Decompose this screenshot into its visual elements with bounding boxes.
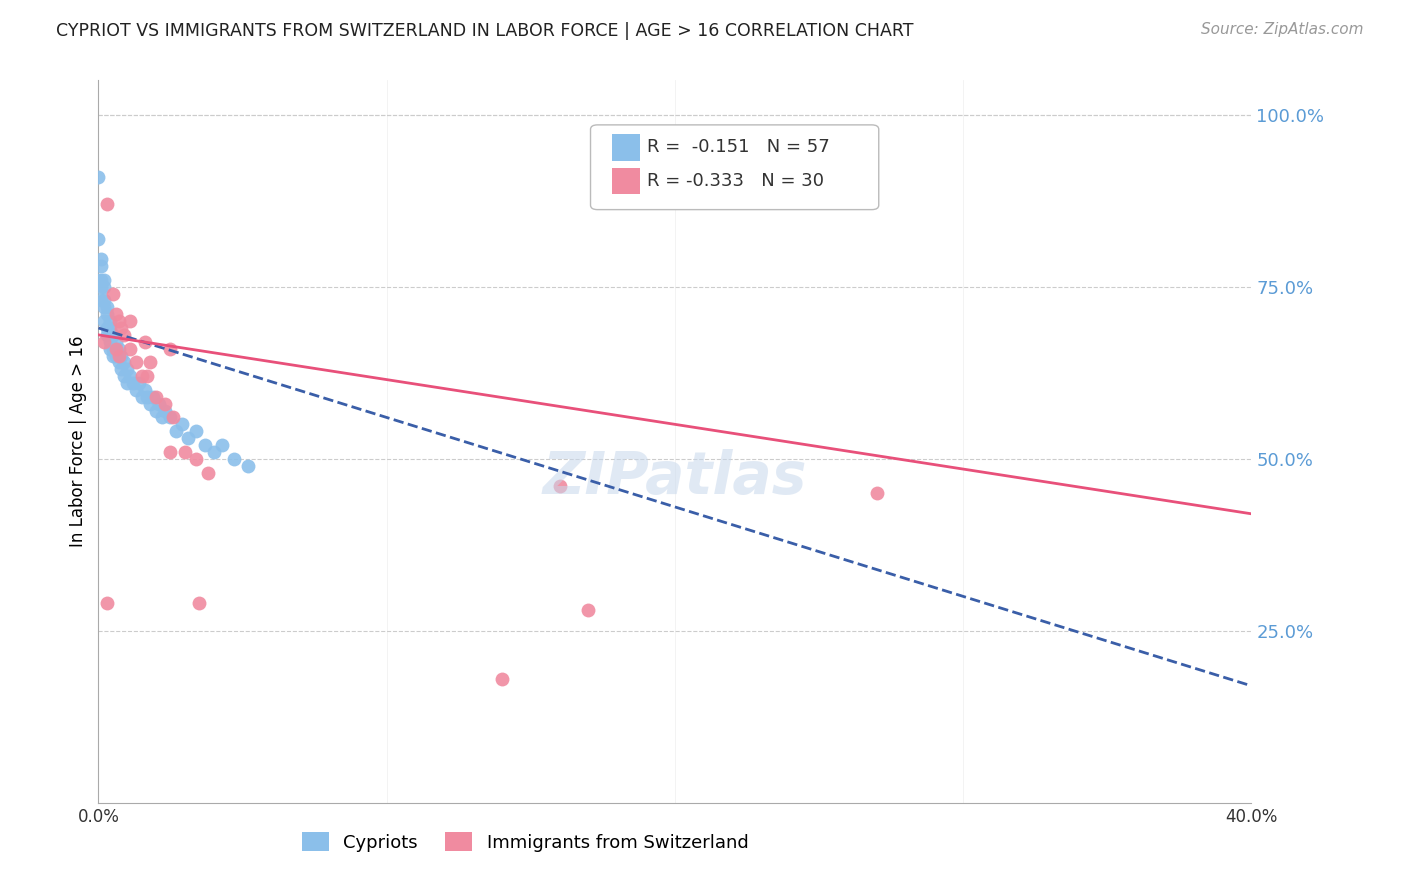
Point xyxy=(104,334,127,349)
Point xyxy=(134,383,156,397)
Point xyxy=(125,355,148,369)
Point xyxy=(107,314,129,328)
Point xyxy=(145,403,167,417)
Point xyxy=(104,307,127,321)
Point xyxy=(104,342,127,356)
Point xyxy=(162,410,184,425)
Point xyxy=(136,390,159,404)
Point xyxy=(110,362,132,376)
Point xyxy=(112,369,135,384)
Point xyxy=(104,349,127,363)
Text: ZIPatlas: ZIPatlas xyxy=(543,450,807,506)
Point xyxy=(87,231,110,245)
Point xyxy=(578,603,600,617)
Point xyxy=(112,327,135,342)
Point xyxy=(96,301,118,315)
Point xyxy=(96,596,118,610)
Point xyxy=(139,355,162,369)
Point xyxy=(110,349,132,363)
Point xyxy=(98,334,121,349)
Point xyxy=(120,369,142,384)
Point xyxy=(866,486,889,500)
Point xyxy=(101,349,124,363)
Point xyxy=(93,293,115,308)
Point xyxy=(159,342,181,356)
Point xyxy=(211,438,233,452)
Point xyxy=(238,458,260,473)
Legend: Cypriots, Immigrants from Switzerland: Cypriots, Immigrants from Switzerland xyxy=(294,825,755,859)
Point xyxy=(120,342,142,356)
Point xyxy=(93,301,115,315)
Point xyxy=(150,410,173,425)
Point xyxy=(186,424,208,438)
Point xyxy=(548,479,571,493)
Point xyxy=(170,417,193,432)
Point xyxy=(93,334,115,349)
Point xyxy=(96,197,118,211)
Point xyxy=(145,390,167,404)
Text: R = -0.333   N = 30: R = -0.333 N = 30 xyxy=(647,172,824,190)
Point xyxy=(90,279,112,293)
Point xyxy=(98,314,121,328)
Point xyxy=(159,410,181,425)
Point xyxy=(90,259,112,273)
Point xyxy=(101,342,124,356)
Point xyxy=(186,451,208,466)
Point xyxy=(159,445,181,459)
Point xyxy=(90,273,112,287)
Point xyxy=(90,252,112,267)
Point xyxy=(148,397,170,411)
Point xyxy=(139,397,162,411)
Point xyxy=(101,286,124,301)
Point xyxy=(93,314,115,328)
Point xyxy=(107,342,129,356)
Y-axis label: In Labor Force | Age > 16: In Labor Force | Age > 16 xyxy=(69,335,87,548)
Point xyxy=(117,362,139,376)
Point xyxy=(222,451,245,466)
Point xyxy=(98,321,121,335)
Point xyxy=(110,321,132,335)
Point xyxy=(197,466,219,480)
Point xyxy=(117,376,139,390)
Point xyxy=(107,349,129,363)
Point xyxy=(101,327,124,342)
Point xyxy=(96,321,118,335)
Point xyxy=(174,445,197,459)
Point xyxy=(136,369,159,384)
Point xyxy=(98,342,121,356)
Point xyxy=(153,403,176,417)
Point xyxy=(194,438,217,452)
Point xyxy=(122,376,145,390)
Point xyxy=(96,327,118,342)
Point xyxy=(96,307,118,321)
Point xyxy=(125,383,148,397)
Point xyxy=(134,334,156,349)
Point xyxy=(120,314,142,328)
Point xyxy=(93,273,115,287)
Point xyxy=(142,390,165,404)
Point xyxy=(153,397,176,411)
Point xyxy=(90,293,112,308)
Point xyxy=(87,273,110,287)
Point xyxy=(93,279,115,293)
Point xyxy=(112,355,135,369)
Point xyxy=(177,431,200,445)
Point xyxy=(131,390,153,404)
Point xyxy=(202,445,225,459)
Point xyxy=(131,369,153,384)
Point xyxy=(188,596,211,610)
Point xyxy=(87,169,110,184)
Point xyxy=(165,424,187,438)
Text: Source: ZipAtlas.com: Source: ZipAtlas.com xyxy=(1201,22,1364,37)
Text: R =  -0.151   N = 57: R = -0.151 N = 57 xyxy=(647,138,830,156)
Point xyxy=(128,376,150,390)
Text: CYPRIOT VS IMMIGRANTS FROM SWITZERLAND IN LABOR FORCE | AGE > 16 CORRELATION CHA: CYPRIOT VS IMMIGRANTS FROM SWITZERLAND I… xyxy=(56,22,914,40)
Point xyxy=(107,355,129,369)
Point xyxy=(491,672,513,686)
